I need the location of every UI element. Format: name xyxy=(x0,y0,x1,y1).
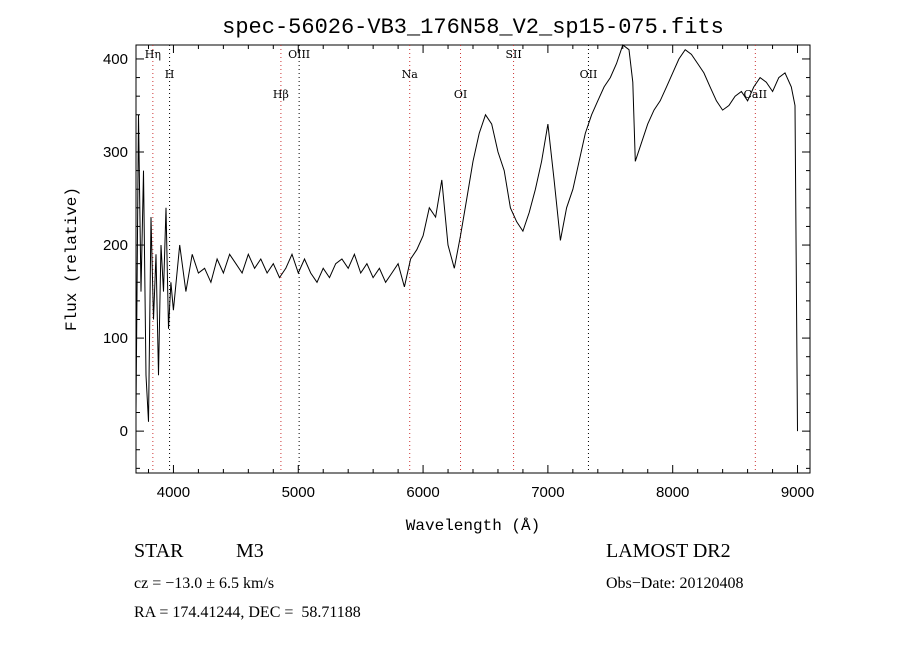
line-marker-label: Hη xyxy=(145,48,161,61)
object-type: STAR xyxy=(134,540,184,562)
x-tick-label: 5000 xyxy=(282,484,315,501)
line-marker-label: Hβ xyxy=(273,88,289,101)
line-marker-label: H xyxy=(165,68,175,81)
line-marker-label: OI xyxy=(454,88,467,101)
line-marker-label: CaII xyxy=(743,88,767,101)
y-tick-label: 100 xyxy=(103,330,128,347)
redshift-cz: cz = −13.0 ± 6.5 km/s xyxy=(134,575,275,592)
line-marker-label: SII xyxy=(505,48,521,61)
x-tick-label: 7000 xyxy=(531,484,564,501)
object-subclass: M3 xyxy=(236,540,264,562)
survey-name: LAMOST DR2 xyxy=(606,540,731,562)
ra-dec-coordinates: RA = 174.41244, DEC = 58.71188 xyxy=(134,604,361,621)
spectrum-line xyxy=(135,44,798,432)
x-tick-label: 8000 xyxy=(656,484,689,501)
x-tick-label: 4000 xyxy=(157,484,190,501)
y-axis-label: Flux (relative) xyxy=(63,187,81,331)
chart-title: spec-56026-VB3_176N58_V2_sp15-075.fits xyxy=(222,15,724,40)
y-tick-label: 0 xyxy=(120,423,128,440)
observation-date: Obs−Date: 20120408 xyxy=(606,575,744,592)
plot-frame xyxy=(135,44,811,474)
spectrum-series xyxy=(135,44,798,432)
y-tick-label: 300 xyxy=(103,144,128,161)
line-marker-label: Na xyxy=(402,68,419,81)
x-tick-label: 6000 xyxy=(406,484,439,501)
x-axis-ticks: 4000 5000 6000 7000 8000 9000 xyxy=(147,45,814,501)
line-marker-label: OII xyxy=(580,68,598,81)
line-marker-label: OIII xyxy=(288,48,310,61)
y-tick-label: 400 xyxy=(103,51,128,68)
y-tick-label: 200 xyxy=(103,237,128,254)
x-axis-label: Wavelength (Å) xyxy=(406,517,540,535)
x-tick-label: 9000 xyxy=(781,484,814,501)
spectral-line-markers: Hη H Hβ OIII Na OI SII OII CaII xyxy=(145,45,767,473)
y-axis-ticks: 0 100 200 300 400 xyxy=(103,51,810,469)
